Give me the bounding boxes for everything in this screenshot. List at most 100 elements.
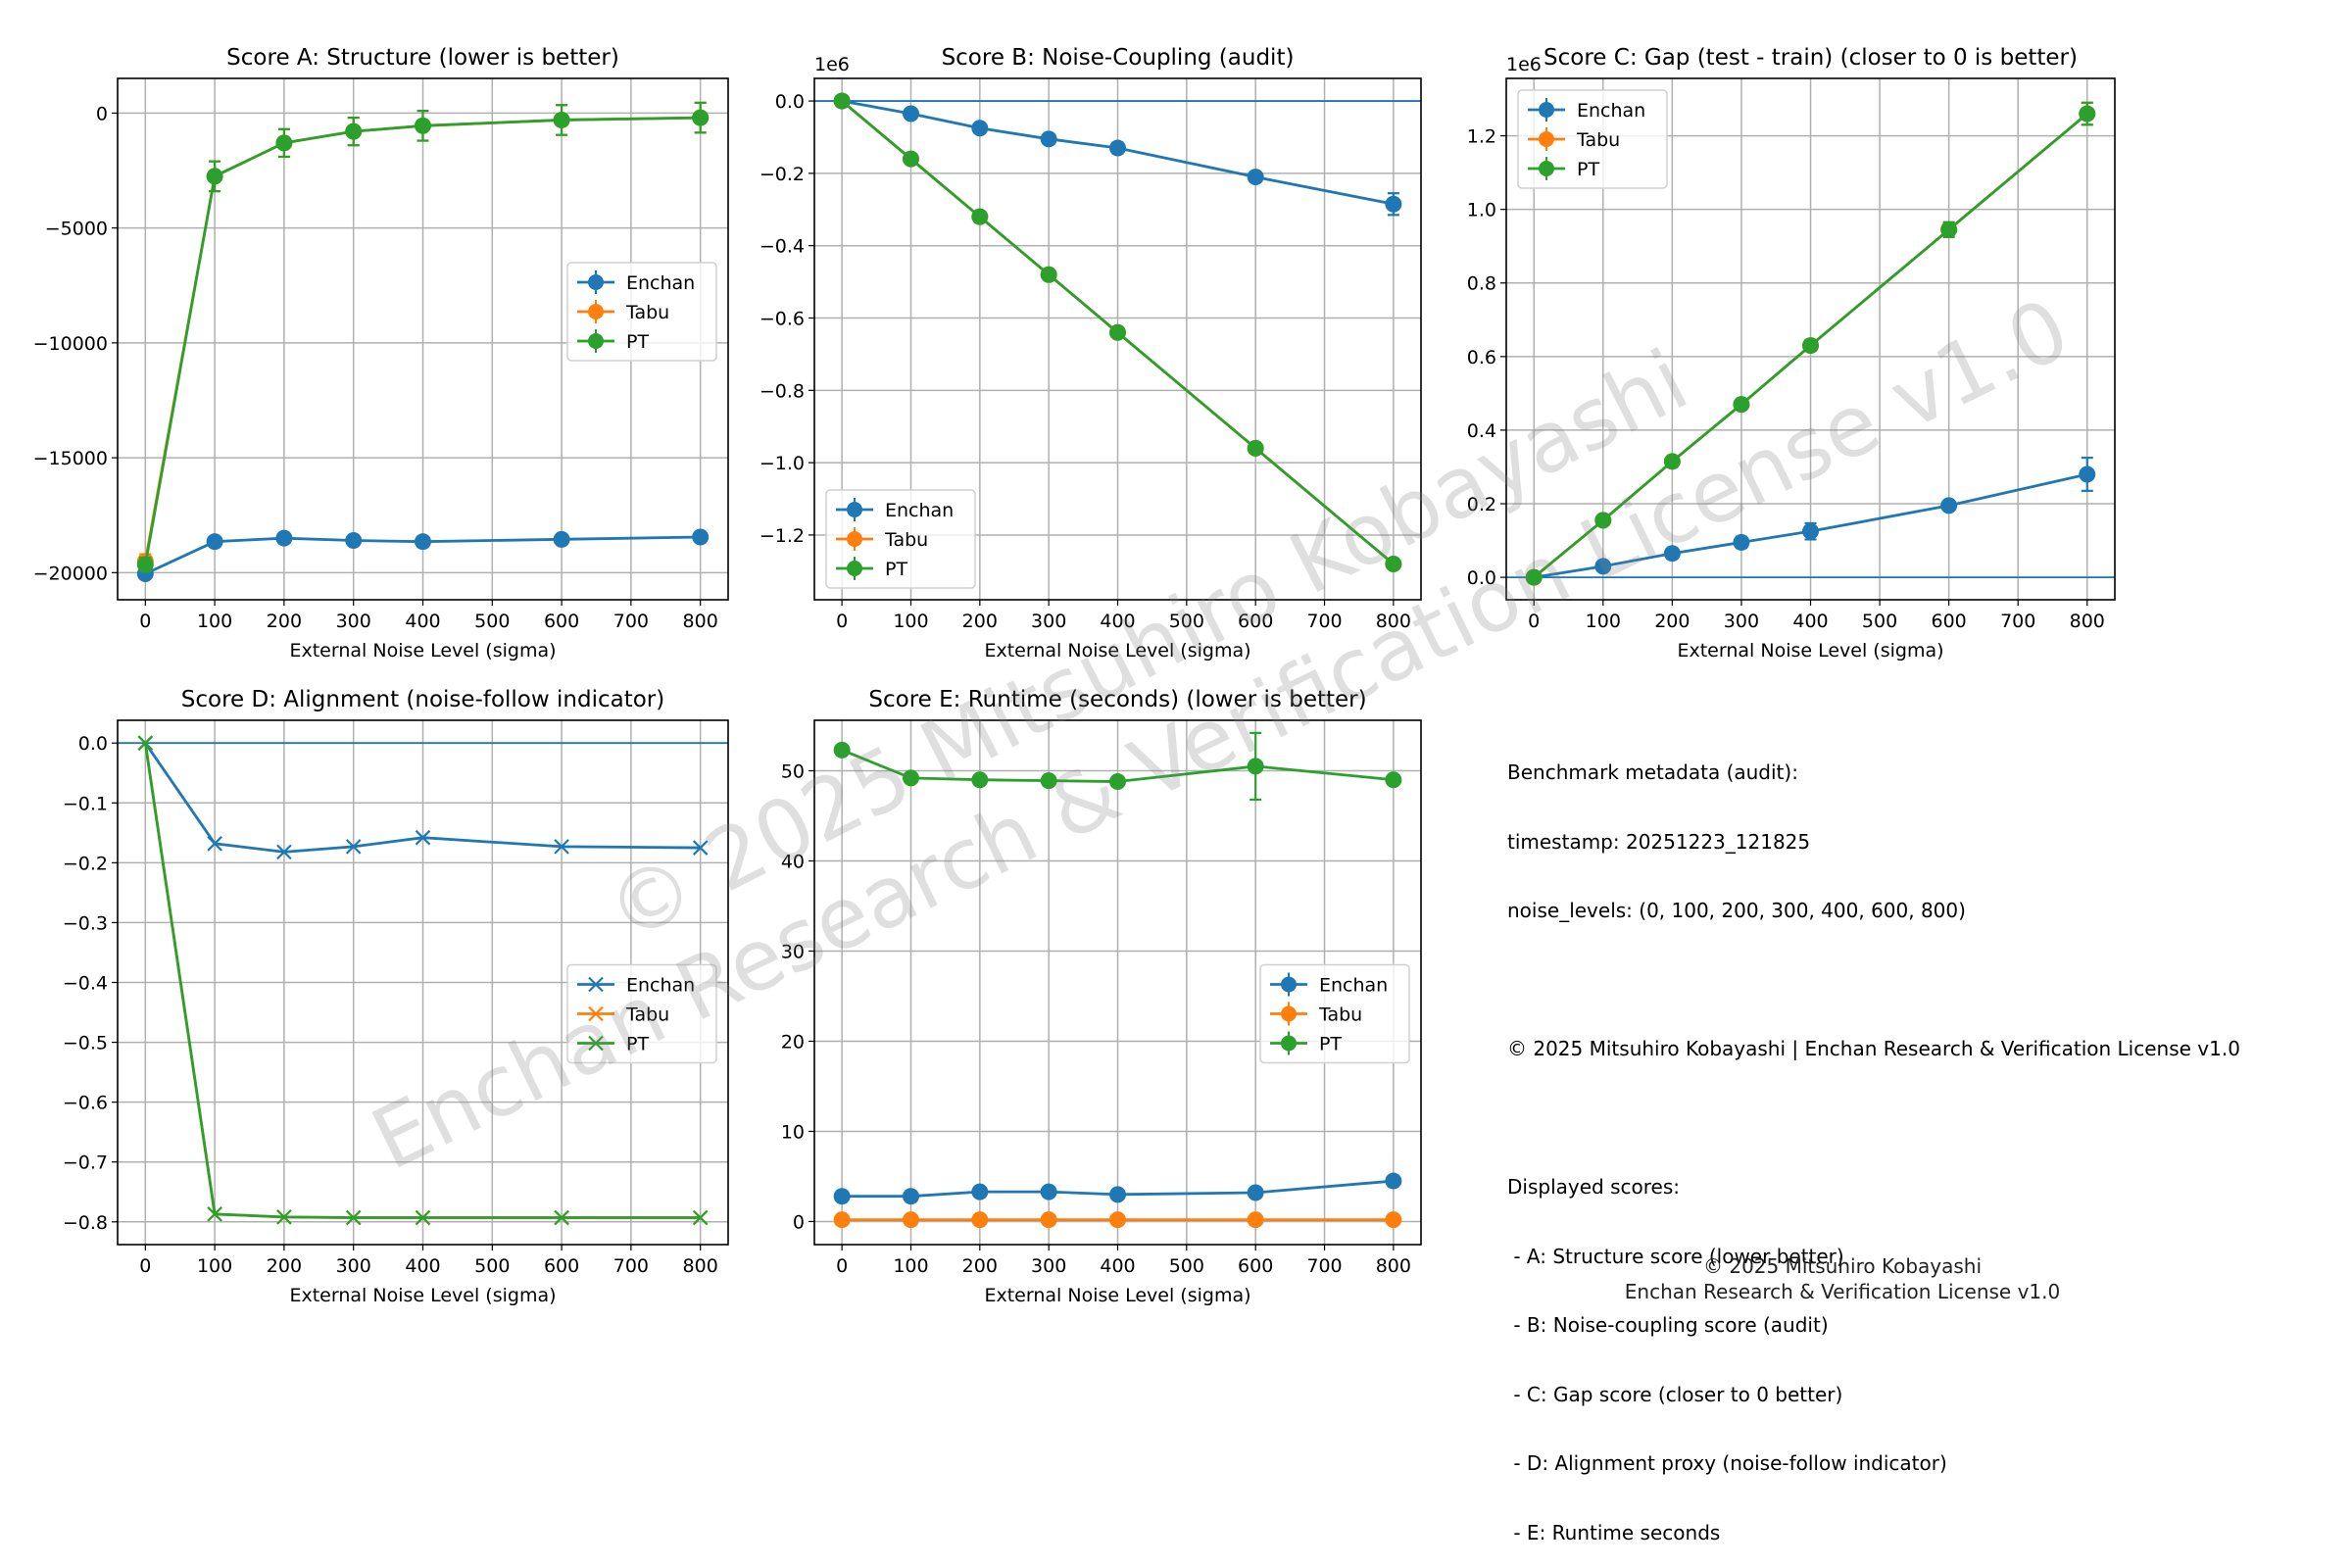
metadata-line: Displayed scores: (1507, 1175, 1680, 1199)
x-tick-label: 200 (962, 611, 998, 632)
data-point (833, 741, 851, 759)
data-point (276, 844, 292, 860)
y-tick-label: −10000 (33, 333, 108, 355)
data-point (1385, 1211, 1402, 1229)
metadata-line: © 2025 Mitsuhiro Kobayashi | Enchan Rese… (1507, 1037, 2240, 1060)
data-point (1940, 497, 1958, 514)
data-point (971, 1211, 989, 1229)
metadata-line (1507, 1107, 2240, 1131)
data-point (971, 771, 989, 789)
x-tick-label: 100 (197, 1255, 232, 1277)
metadata-line: - C: Gap score (closer to 0 better) (1507, 1382, 1843, 1406)
x-tick-label: 500 (1169, 1255, 1204, 1277)
data-point (1663, 453, 1681, 470)
legend-label: Tabu (1318, 1004, 1362, 1026)
axes-frame (1505, 77, 2116, 601)
data-point (1109, 323, 1126, 341)
x-tick-label: 500 (474, 1255, 510, 1277)
y-tick-label: 0.0 (775, 91, 805, 113)
legend-label: Enchan (626, 975, 695, 997)
x-tick-label: 300 (1724, 611, 1759, 632)
x-tick-label: 300 (1031, 1255, 1066, 1277)
figure: 0 100 200 300 400 500 600 700 8000−5000−10000−15… (33, 45, 2116, 1306)
data-point (1109, 1186, 1126, 1203)
data-point (276, 1209, 292, 1225)
data-point (415, 117, 431, 134)
legend-label: Enchan (626, 272, 695, 294)
x-tick-label: 800 (1376, 1255, 1411, 1277)
x-tick-label: 0 (836, 1255, 848, 1277)
data-point (1109, 139, 1126, 157)
y-tick-label: −0.4 (63, 973, 108, 995)
legend-label: Tabu (625, 302, 669, 323)
legend: Enchan Tabu PT (1259, 963, 1410, 1064)
data-point (1040, 772, 1057, 790)
chart-a: 0 100 200 300 400 500 600 700 800 0 −5000 −10000 −15… (33, 45, 729, 662)
y-tick-label: 0 (96, 103, 108, 124)
x-tick-label: 600 (1932, 611, 1967, 632)
axes-frame (117, 77, 729, 601)
x-tick-label: 700 (1306, 1255, 1342, 1277)
data-point (1040, 266, 1057, 283)
y-tick-label: −5000 (45, 219, 108, 240)
y-tick-label: −0.8 (760, 380, 805, 402)
legend-item-enchan: Enchan (577, 975, 695, 997)
legend-label: Enchan (1577, 100, 1645, 122)
x-tick-label: 300 (336, 611, 371, 632)
x-tick-label: 800 (683, 611, 718, 632)
data-point (415, 533, 431, 551)
metadata-line: - D: Alignment proxy (noise-follow indic… (1507, 1451, 1947, 1475)
chart-title: Score E: Runtime (seconds) (lower is bet… (868, 687, 1366, 712)
series-pt (833, 92, 1402, 572)
data-point (1733, 396, 1750, 414)
data-point (1802, 522, 1819, 540)
legend: Enchan Tabu PT (1517, 89, 1668, 189)
x-tick-label: 800 (1376, 611, 1411, 632)
data-point (1040, 1211, 1057, 1229)
x-tick-label: 200 (267, 1255, 302, 1277)
legend-item-enchan: Enchan (836, 498, 954, 521)
footer-line-2: Enchan Research & Verification License v… (1624, 1280, 2061, 1303)
data-point (1802, 337, 1819, 355)
y-tick-label: 0.4 (1467, 420, 1496, 442)
legend-box (1259, 963, 1410, 1064)
x-tick-label: 300 (336, 1255, 371, 1277)
x-tick-label: 600 (544, 611, 579, 632)
series-pt (137, 735, 709, 1226)
data-point (971, 1183, 989, 1200)
data-point (1247, 169, 1264, 186)
data-point (2079, 466, 2096, 483)
chart-title: Score D: Alignment (noise-follow indicat… (181, 687, 664, 712)
data-point (971, 208, 989, 225)
footer-line-1: © 2025 Mitsuhiro Kobayashi (1702, 1254, 1983, 1278)
data-point (1733, 533, 1750, 551)
series-enchan (833, 1172, 1402, 1205)
y-tick-label: 1.0 (1467, 200, 1496, 221)
chart-c: 0 100 200 300 400 500 600 700 800 0.0 0.2 0.4 0.6 0.8… (1467, 45, 2116, 662)
data-point (1385, 555, 1402, 572)
data-point (692, 528, 710, 546)
data-point (692, 840, 709, 856)
legend-box (825, 489, 976, 589)
series-pt (136, 101, 710, 573)
y-tick-label: 10 (781, 1121, 805, 1143)
chart-b: 0 100 200 300 400 500 600 700 800 0.0 −0.2 −0.4 −0.6… (760, 45, 1422, 662)
data-point (692, 1209, 709, 1226)
metadata-line: - A: Structure score (lower better) (1507, 1244, 1844, 1268)
data-point (1040, 1183, 1057, 1200)
series-pt (1525, 101, 2096, 586)
x-tick-label: 400 (1792, 611, 1828, 632)
legend-label: Tabu (1576, 129, 1620, 151)
legend-item-pt: PT (836, 557, 907, 580)
y-tick-label: −0.3 (63, 912, 108, 934)
x-tick-label: 300 (1031, 611, 1066, 632)
data-point (207, 1206, 222, 1222)
x-tick-label: 800 (2070, 611, 2105, 632)
legend: Enchan Tabu PT (825, 489, 976, 589)
data-point (415, 1209, 431, 1226)
axes-frame (813, 719, 1422, 1246)
legend: Enchan Tabu PT (566, 262, 717, 362)
data-point (1594, 512, 1612, 529)
x-tick-label: 200 (1654, 611, 1690, 632)
legend-marker (588, 976, 604, 993)
